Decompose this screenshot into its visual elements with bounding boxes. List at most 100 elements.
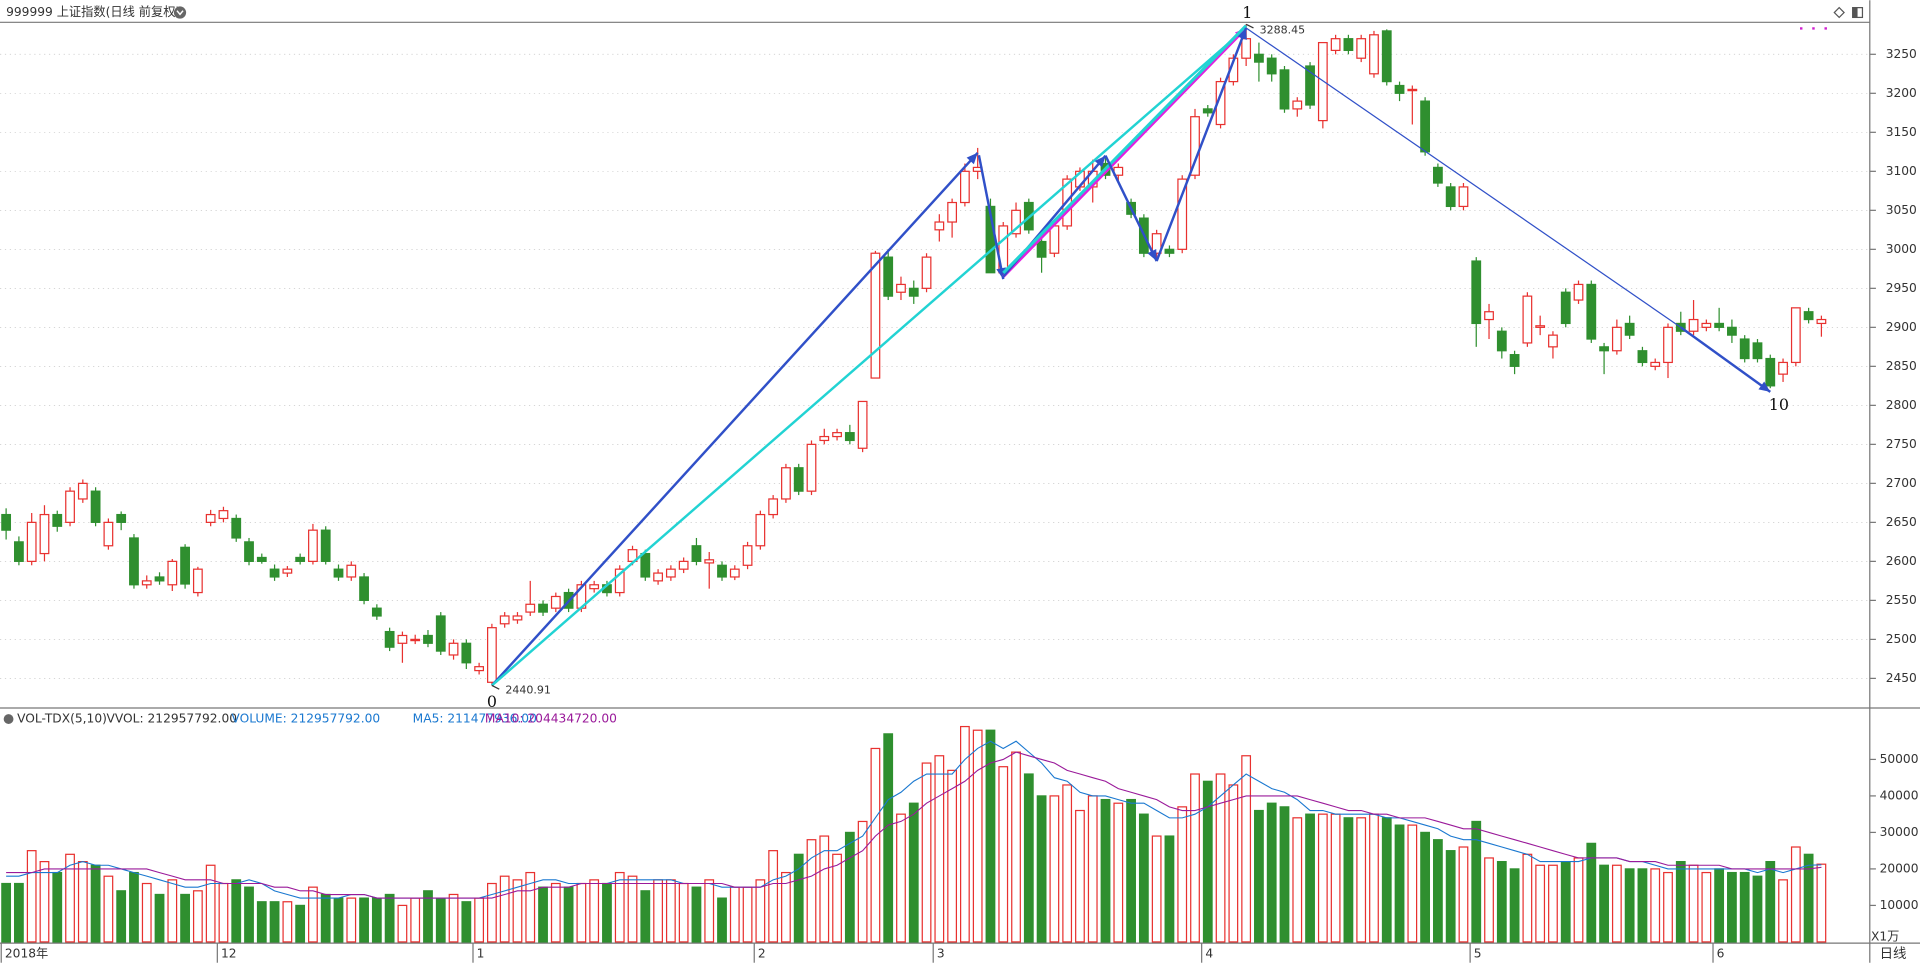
candle-body: [742, 545, 753, 566]
candle-body: [1765, 357, 1776, 387]
volume-bar: [1727, 871, 1737, 943]
candle-body: [1803, 311, 1814, 321]
candle-body: [1484, 311, 1494, 321]
legend-ma10: MA10: 204434720.00: [485, 712, 617, 726]
candle-body: [1688, 318, 1699, 332]
candle-body: [653, 572, 663, 582]
volume-bar: [908, 802, 919, 943]
volume-bar: [167, 879, 178, 943]
y-tick-label: 3100: [1886, 164, 1917, 178]
candle-body: [717, 564, 727, 578]
volume-bar: [1317, 813, 1328, 943]
volume-bar: [218, 882, 229, 943]
volume-bar: [1177, 806, 1188, 943]
y-tick-label: 50000: [1880, 752, 1919, 766]
volume-bar: [1138, 813, 1149, 943]
candle-body: [691, 545, 702, 562]
candle-body: [755, 513, 766, 547]
candle-body: [499, 615, 510, 625]
candle-body: [1496, 330, 1507, 352]
candle-body: [768, 498, 779, 516]
candle-body: [90, 490, 101, 523]
candle-body: [1560, 291, 1571, 325]
volume-bar: [525, 871, 536, 943]
candle-body: [1330, 38, 1341, 52]
candle-body: [1202, 108, 1213, 114]
volume-bar: [972, 729, 983, 943]
candle-body: [448, 642, 459, 656]
candle-body: [1535, 325, 1546, 328]
candle-body: [1663, 326, 1673, 364]
volume-bar: [538, 886, 548, 943]
volume-bar: [435, 897, 446, 943]
candle-body: [1714, 322, 1725, 328]
candle-body: [1049, 225, 1060, 254]
draw-tool-icon[interactable]: [1833, 6, 1845, 19]
volume-bar: [333, 897, 344, 943]
volume-bar: [423, 890, 433, 943]
candle-body: [614, 568, 625, 594]
candle-body: [192, 568, 203, 594]
volume-bar: [960, 725, 970, 943]
candle-body: [14, 541, 24, 562]
volume-bar: [729, 886, 740, 943]
candle-body: [525, 603, 536, 613]
legend-volume: VOLUME: 212957792.00: [231, 712, 380, 726]
candle-body: [883, 256, 894, 297]
candle-body: [550, 595, 561, 609]
volume-bar: [883, 733, 894, 943]
candle-body: [1586, 283, 1597, 340]
candle-body: [1650, 361, 1661, 367]
x-tick-label: 12: [221, 947, 237, 961]
period-label: 日线: [1880, 946, 1907, 962]
candle-body: [1381, 30, 1392, 83]
candle-body: [1573, 283, 1584, 301]
title-menu-caret: [176, 10, 184, 16]
candle-body: [346, 564, 357, 578]
candle-body: [26, 521, 37, 562]
volume-bar: [870, 747, 881, 943]
y-tick-label: 30000: [1880, 825, 1919, 839]
volume-bar: [1663, 871, 1673, 943]
volume-bar: [1522, 853, 1533, 943]
ma-line: [6, 740, 1822, 899]
candle-body: [39, 513, 50, 555]
volume-bar: [1369, 813, 1379, 943]
candle-body: [704, 559, 715, 564]
volume-bar: [1509, 868, 1520, 943]
candle-body: [729, 568, 740, 578]
candle-body: [141, 580, 152, 586]
volume-bar: [1458, 846, 1469, 943]
y-tick-label: 2950: [1886, 281, 1917, 295]
candle-body: [410, 638, 421, 642]
volume-bar: [742, 886, 753, 943]
volume-bar: [1586, 842, 1597, 943]
volume-bar: [90, 864, 101, 943]
candle-body: [103, 521, 114, 547]
volume-bar: [1496, 860, 1507, 943]
volume-bar: [141, 882, 152, 943]
indicator-menu-icon[interactable]: [3, 714, 14, 724]
volume-bar: [180, 893, 190, 943]
title-menu-icon[interactable]: [173, 6, 187, 19]
candle-body: [1394, 84, 1405, 94]
y-tick-label: 10000: [1880, 898, 1919, 912]
candle-body: [359, 576, 369, 601]
y-tick-label: 3200: [1886, 86, 1917, 100]
volume-bar: [487, 882, 497, 943]
volume-bar: [1011, 751, 1021, 943]
candle-body: [1036, 240, 1047, 258]
volume-bar: [755, 879, 766, 943]
volume-bar: [205, 864, 216, 943]
volume-bar: [1471, 820, 1482, 943]
volume-bar: [1650, 868, 1661, 943]
candle-body: [806, 443, 817, 492]
volume-bar: [103, 875, 114, 943]
y-tick-label: 2600: [1886, 554, 1917, 568]
volume-bar: [985, 729, 996, 943]
high-marker: [1245, 23, 1254, 29]
volume-bar: [1126, 798, 1136, 943]
candle-body: [129, 537, 139, 586]
volume-bar: [359, 897, 369, 943]
